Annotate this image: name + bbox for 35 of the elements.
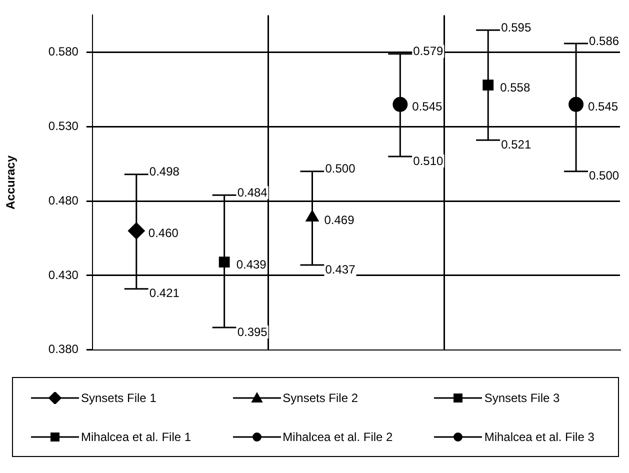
data-label: 0.545: [588, 100, 618, 114]
annotation: 0.500: [325, 162, 356, 176]
annotation: 0.510: [413, 154, 444, 168]
legend-label: Synsets File 3: [484, 390, 560, 404]
data-label: 0.545: [412, 100, 443, 114]
point: [568, 96, 584, 112]
legend-label: Mihalcea et al. File 1: [81, 430, 192, 444]
annotation: 0.500: [589, 168, 620, 183]
y-tick-label: 0.480: [48, 193, 79, 208]
y-axis-title: Accuracy: [4, 155, 18, 210]
legend-label: Mihalcea et al. File 2: [282, 430, 393, 444]
legend-label: Synsets File 1: [81, 390, 156, 404]
point: [482, 80, 494, 91]
y-tick-label: 0.580: [48, 44, 79, 59]
legend-label: Synsets File 2: [282, 390, 358, 404]
data-label: 0.558: [500, 80, 530, 94]
data-label: 0.469: [324, 212, 355, 227]
point: [392, 96, 408, 112]
y-tick-label: 0.530: [48, 119, 79, 134]
y-tick-label: 0.430: [48, 268, 79, 282]
annotation: 0.586: [589, 34, 620, 48]
annotation: 0.521: [501, 137, 532, 152]
y-tick-label: 0.380: [48, 342, 79, 356]
annotation: 0.395: [237, 324, 268, 339]
data-label: 0.460: [148, 226, 179, 240]
annotation: 0.579: [413, 44, 444, 58]
point: [128, 222, 145, 240]
point: [218, 256, 230, 268]
annotation: 0.421: [149, 286, 180, 300]
annotation: 0.484: [237, 185, 268, 200]
annotation: 0.498: [149, 164, 180, 179]
legend-label: Mihalcea et al. File 3: [484, 430, 594, 444]
data-label: 0.439: [236, 257, 267, 272]
annotation: 0.437: [325, 262, 356, 276]
annotation: 0.595: [501, 20, 532, 34]
